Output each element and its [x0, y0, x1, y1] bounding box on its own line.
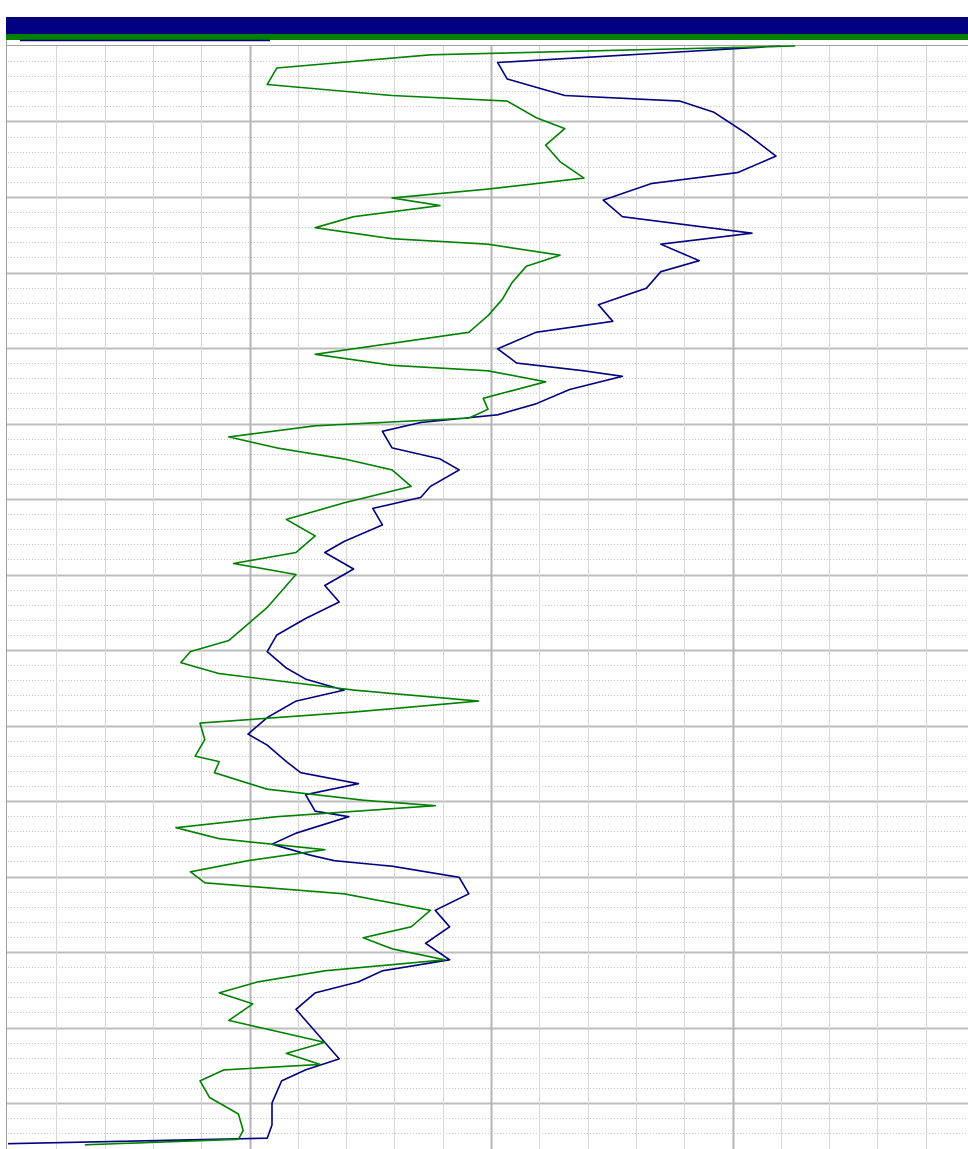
header-stripe: [6, 34, 968, 40]
series-line: [84, 45, 796, 1146]
series-2: [84, 45, 796, 1146]
header-band: [6, 17, 968, 34]
grid: [6, 46, 968, 1149]
series-group: [7, 45, 796, 1146]
series-line: [7, 45, 781, 1145]
series-1: [7, 45, 781, 1145]
